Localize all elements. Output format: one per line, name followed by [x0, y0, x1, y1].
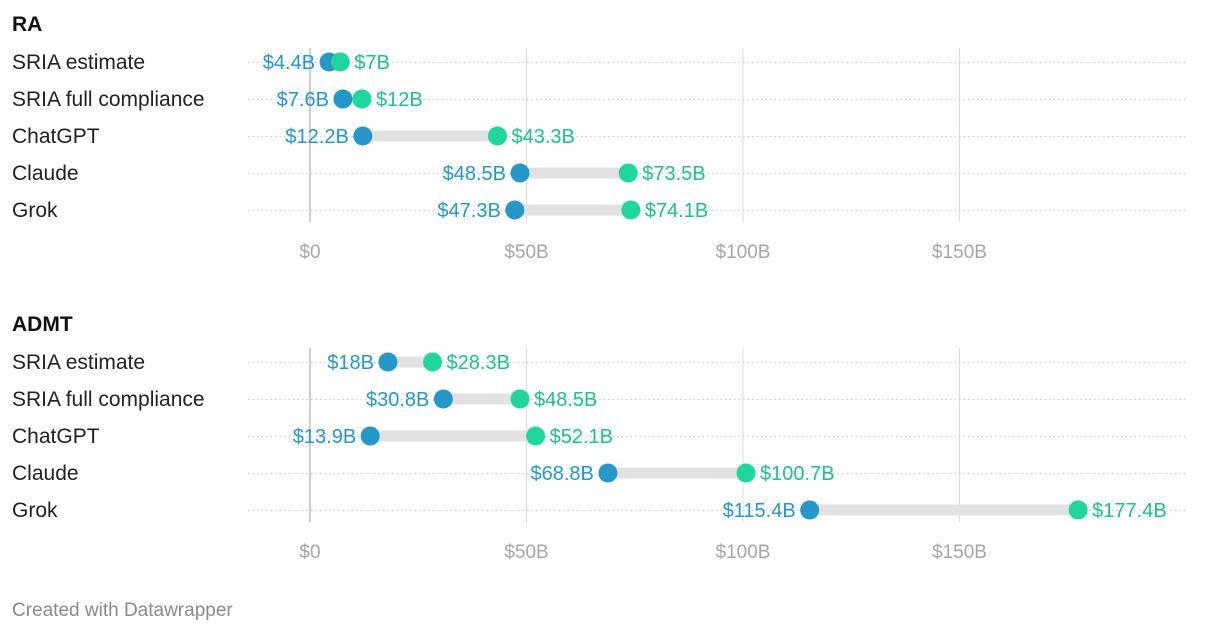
high-value-label: $43.3B: [511, 126, 574, 148]
high-value-label: $12B: [376, 89, 423, 111]
low-dot: [360, 426, 380, 446]
low-value-label: $30.8B: [366, 389, 429, 411]
low-dot: [433, 389, 453, 409]
high-value-label: $177.4B: [1092, 500, 1167, 522]
low-value-label: $115.4B: [723, 500, 796, 522]
panel-title: RA: [12, 13, 42, 36]
high-value-label: $28.3B: [447, 352, 510, 374]
low-value-label: $7.6B: [277, 89, 329, 111]
low-dot: [800, 500, 820, 520]
row-label: Grok: [12, 199, 58, 222]
high-dot: [352, 89, 372, 109]
row-label: ChatGPT: [12, 125, 100, 148]
high-dot: [736, 463, 756, 483]
row-label: Claude: [12, 462, 79, 485]
low-value-label: $68.8B: [531, 463, 594, 485]
tick-label: $150B: [932, 242, 987, 263]
low-value-label: $47.3B: [437, 200, 500, 222]
tick-label: $0: [299, 242, 320, 263]
tick-label: $50B: [504, 542, 548, 563]
high-dot: [487, 126, 507, 146]
high-value-label: $7B: [354, 52, 390, 74]
low-value-label: $13.9B: [293, 426, 356, 448]
row-label: SRIA full compliance: [12, 388, 205, 411]
range-dot-chart: RA $0 $50B $100B $150B SRIA estimate $4.4B $7B S…: [12, 13, 1186, 563]
low-dot: [510, 163, 530, 183]
high-dot: [330, 52, 350, 72]
footer-credit: Created with Datawrapper: [12, 600, 233, 621]
high-value-label: $52.1B: [550, 426, 613, 448]
low-value-label: $48.5B: [443, 163, 506, 185]
row-label: SRIA estimate: [12, 51, 145, 74]
row-label: Grok: [12, 499, 58, 522]
low-value-label: $12.2B: [285, 126, 348, 148]
high-dot: [618, 163, 638, 183]
low-dot: [333, 89, 353, 109]
panel-title: ADMT: [12, 313, 73, 336]
high-value-label: $100.7B: [760, 463, 835, 485]
row-label: Claude: [12, 162, 79, 185]
low-value-label: $4.4B: [263, 52, 315, 74]
tick-label: $0: [299, 542, 320, 563]
panel-1: ADMT $0 $50B $100B $150B SRIA estimate $18B $28…: [12, 313, 1186, 563]
row-label: SRIA full compliance: [12, 88, 205, 111]
high-dot: [510, 389, 530, 409]
low-dot: [505, 200, 525, 220]
high-value-label: $74.1B: [645, 200, 708, 222]
high-dot: [526, 426, 546, 446]
high-dot: [423, 352, 443, 372]
row-label: SRIA estimate: [12, 351, 145, 374]
tick-label: $100B: [716, 242, 771, 263]
row-label: ChatGPT: [12, 425, 100, 448]
high-value-label: $48.5B: [534, 389, 597, 411]
low-dot: [378, 352, 398, 372]
high-dot: [1068, 500, 1088, 520]
panel-0: RA $0 $50B $100B $150B SRIA estimate $4.4B $7B S…: [12, 13, 1186, 263]
tick-label: $150B: [932, 542, 987, 563]
high-dot: [621, 200, 641, 220]
high-value-label: $73.5B: [642, 163, 705, 185]
tick-label: $50B: [504, 242, 548, 263]
tick-label: $100B: [716, 542, 771, 563]
low-dot: [598, 463, 618, 483]
low-dot: [353, 126, 373, 146]
low-value-label: $18B: [327, 352, 374, 374]
